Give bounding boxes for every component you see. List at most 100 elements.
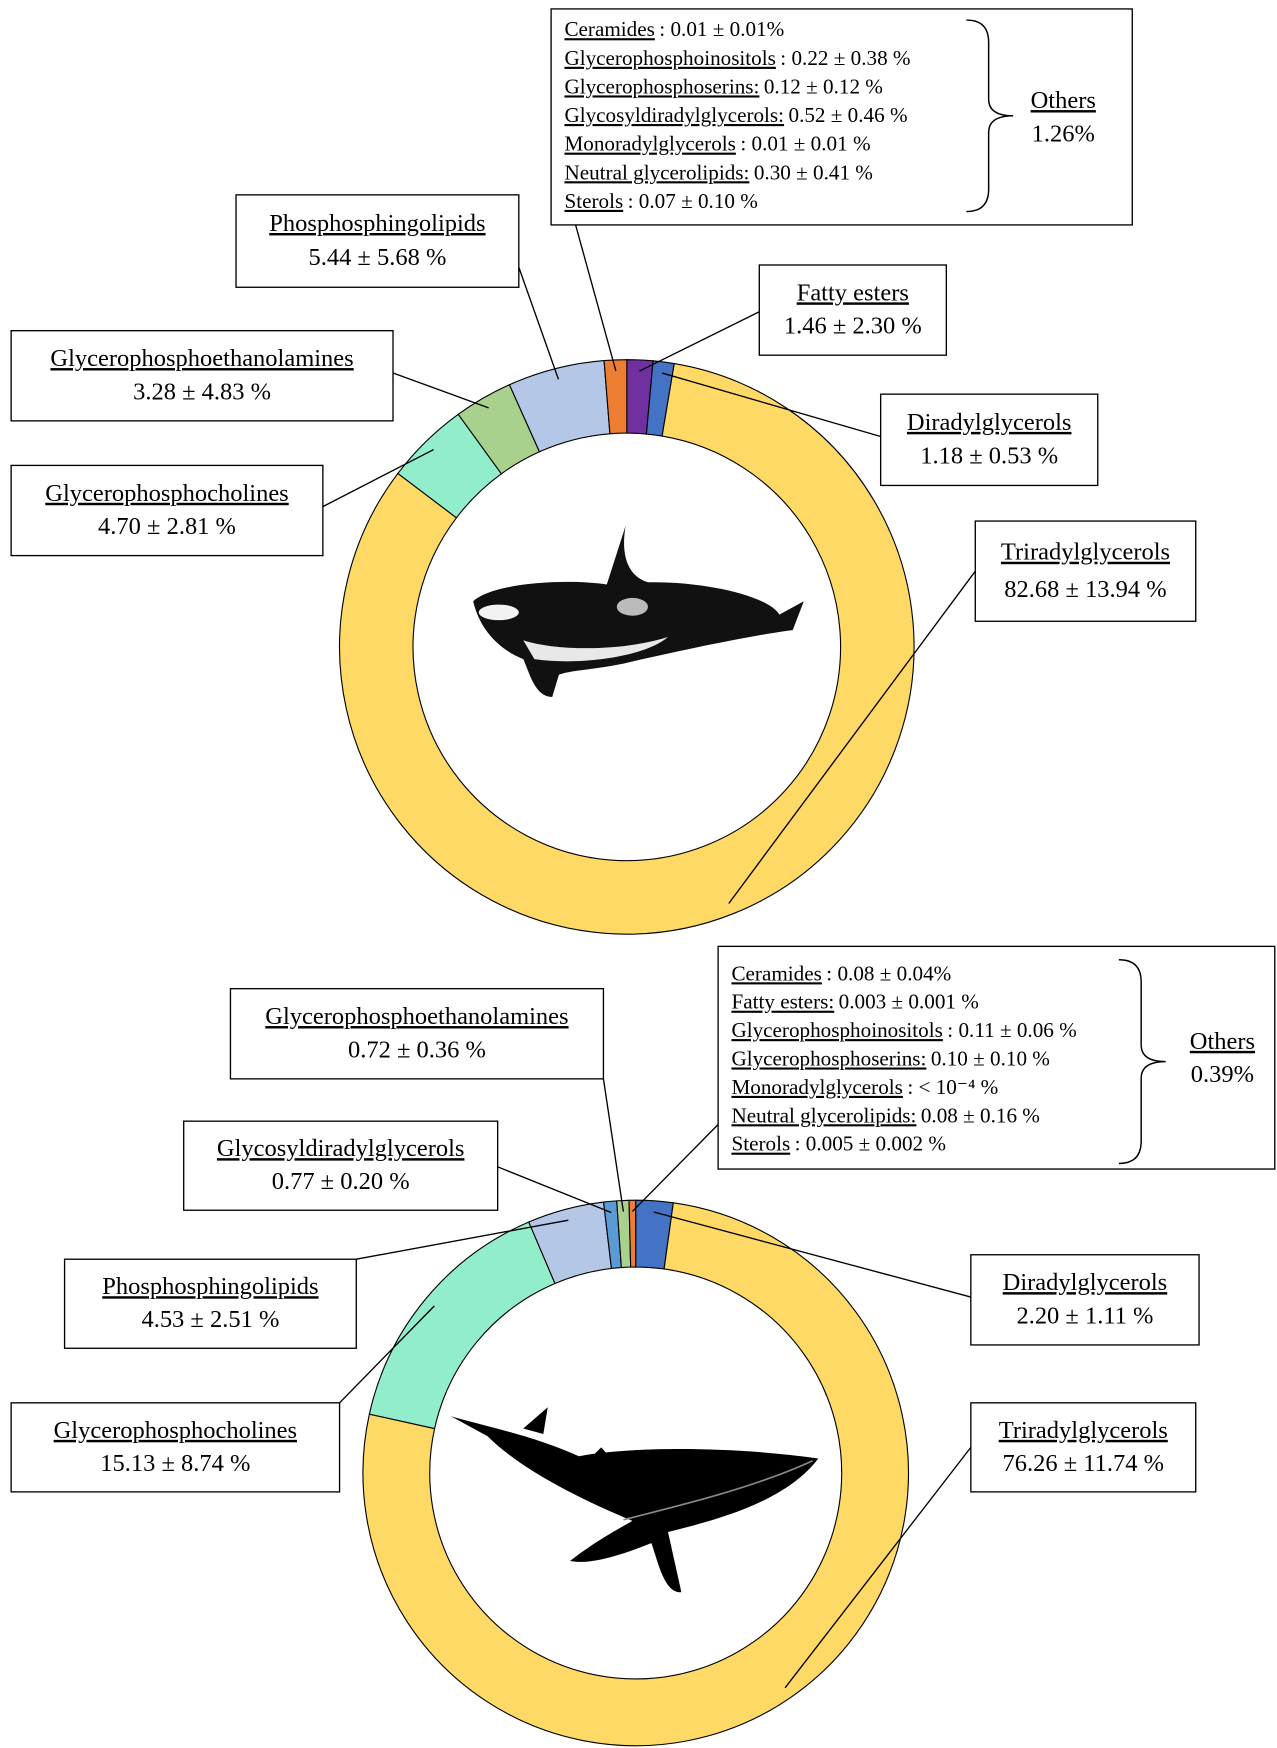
- orca-illustration: [473, 525, 804, 697]
- label-box: [717, 945, 1276, 1170]
- label-box: [10, 1402, 341, 1493]
- leader-line: [602, 1078, 625, 1212]
- slice-label: Phosphosphingolipids: [102, 1273, 318, 1300]
- label-box: [550, 8, 1133, 226]
- slice-value-label: 0.72 ± 0.36 %: [348, 1036, 486, 1063]
- others-item-value: : < 10⁻⁴ %: [907, 1075, 998, 1099]
- leader-line: [653, 1211, 972, 1298]
- others-item: Monoradylglycerols: 0.01 ± 0.01 %: [564, 132, 870, 156]
- leader-line: [632, 1124, 719, 1212]
- others-item-name: Ceramides: [731, 961, 821, 985]
- brace: [1118, 959, 1166, 1165]
- others-item-value: : 0.01 ± 0.01%: [659, 17, 784, 41]
- slice-label: Glycerophosphocholines: [45, 480, 288, 507]
- others-item-name: Glycerophosphoserins:: [731, 1046, 926, 1070]
- label-box: [235, 194, 520, 288]
- slice-value-label: 76.26 ± 11.74 %: [1003, 1450, 1164, 1477]
- leader-line: [497, 1166, 612, 1214]
- slice-label: Glycosyldiradylglycerols: [217, 1135, 465, 1162]
- humpback-illustration: [450, 1407, 819, 1593]
- others-item: Neutral glycerolipids: 0.08 ± 0.16 %: [731, 1103, 1039, 1127]
- brace: [966, 19, 1014, 213]
- others-item-name: Glycerophosphoinositols: [564, 46, 775, 70]
- others-item-name: Monoradylglycerols: [731, 1075, 902, 1099]
- humpback-body: [450, 1416, 819, 1593]
- label-box: [758, 264, 948, 356]
- humpback-line: [623, 1459, 814, 1521]
- label-box: [10, 330, 394, 422]
- slice-value-label: 4.53 ± 2.51 %: [141, 1306, 279, 1333]
- others-item: Glycerophosphoinositols: 0.22 ± 0.38 %: [564, 46, 910, 70]
- others-item-name: Glycerophosphoserins:: [564, 74, 759, 98]
- others-value-label: 1.26%: [1032, 120, 1095, 147]
- others-item: Neutral glycerolipids: 0.30 ± 0.41 %: [564, 160, 872, 184]
- orca-eye-patch: [478, 604, 519, 621]
- others-label: Others: [1031, 87, 1096, 114]
- others-item-value: 0.10 ± 0.10 %: [931, 1046, 1050, 1070]
- slice-value-label: 82.68 ± 13.94 %: [1004, 576, 1166, 603]
- label-box: [229, 988, 605, 1080]
- donut-slice: [362, 1202, 909, 1747]
- others-item-name: Ceramides: [564, 17, 654, 41]
- slice-value-label: 1.18 ± 0.53 %: [920, 443, 1058, 470]
- others-item-name: Monoradylglycerols: [564, 132, 735, 156]
- leader-line: [639, 311, 760, 372]
- label-box: [970, 1254, 1200, 1346]
- others-item: Glycerophosphoserins: 0.12 ± 0.12 %: [564, 74, 882, 98]
- others-item-value: : 0.07 ± 0.10 %: [628, 189, 758, 213]
- leader-line: [784, 1446, 972, 1689]
- slice-value-label: 0.77 ± 0.20 %: [272, 1168, 410, 1195]
- others-item-name: Glycerophosphoinositols: [731, 1018, 942, 1042]
- slice-label: Glycerophosphoethanolamines: [265, 1003, 568, 1030]
- donut-slice: [339, 362, 915, 935]
- slice-label: Phosphosphingolipids: [269, 210, 485, 237]
- others-item-name: Fatty esters:: [731, 990, 834, 1014]
- others-item-name: Neutral glycerolipids:: [564, 160, 749, 184]
- others-item: Fatty esters: 0.003 ± 0.001 %: [731, 990, 978, 1014]
- donut-slice: [603, 359, 628, 435]
- others-item: Glycerophosphoserins: 0.10 ± 0.10 %: [731, 1046, 1049, 1070]
- others-item-name: Glycosyldiradylglycerols:: [564, 103, 784, 127]
- others-item-value: : 0.01 ± 0.01 %: [740, 132, 870, 156]
- others-item-value: : 0.22 ± 0.38 %: [780, 46, 910, 70]
- orca-saddle: [616, 597, 648, 616]
- others-item-name: Sterols: [731, 1132, 790, 1156]
- others-item-value: : 0.11 ± 0.06 %: [947, 1018, 1076, 1042]
- leader-line: [574, 224, 617, 372]
- others-item-value: : 0.005 ± 0.002 %: [795, 1132, 946, 1156]
- label-box: [10, 464, 324, 557]
- others-item-value: 0.08 ± 0.16 %: [921, 1103, 1040, 1127]
- slice-value-label: 15.13 ± 8.74 %: [100, 1450, 250, 1477]
- leader-line: [662, 372, 881, 438]
- slice-value-label: 4.70 ± 2.81 %: [98, 513, 236, 540]
- others-item: Glycosyldiradylglycerols: 0.52 ± 0.46 %: [564, 103, 907, 127]
- slice-label: Glycerophosphocholines: [54, 1417, 297, 1444]
- slice-value-label: 1.46 ± 2.30 %: [784, 313, 922, 340]
- others-item: Monoradylglycerols: < 10⁻⁴ %: [731, 1075, 998, 1099]
- others-item: Sterols: 0.005 ± 0.002 %: [731, 1132, 946, 1156]
- orca-belly: [523, 636, 669, 662]
- leader-line: [322, 448, 434, 508]
- others-value-label: 0.39%: [1191, 1061, 1254, 1088]
- slice-label: Glycerophosphoethanolamines: [50, 345, 353, 372]
- slice-value-label: 2.20 ± 1.11 %: [1016, 1303, 1153, 1330]
- others-item-name: Neutral glycerolipids:: [731, 1103, 916, 1127]
- slice-label: Diradylglycerols: [1003, 1269, 1168, 1296]
- others-item-value: : 0.08 ± 0.04%: [826, 961, 951, 985]
- slice-label: Fatty esters: [797, 279, 909, 306]
- others-item-value: 0.52 ± 0.46 %: [789, 103, 908, 127]
- donut-charts: Fatty esters 1.46 ± 2.30 % Diradylglycerol…: [10, 8, 1276, 1747]
- others-item: Glycerophosphoinositols: 0.11 ± 0.06 %: [731, 1018, 1076, 1042]
- label-box: [879, 393, 1099, 487]
- others-label: Others: [1190, 1028, 1255, 1055]
- label-box: [970, 1402, 1197, 1493]
- leader-line: [728, 570, 976, 904]
- slice-label: Diradylglycerols: [907, 409, 1072, 436]
- others-item: Sterols: 0.07 ± 0.10 %: [564, 189, 757, 213]
- humpback-flipper: [523, 1407, 548, 1435]
- donut-slice: [628, 1199, 637, 1268]
- leader-line: [518, 267, 560, 380]
- label-box: [183, 1120, 499, 1211]
